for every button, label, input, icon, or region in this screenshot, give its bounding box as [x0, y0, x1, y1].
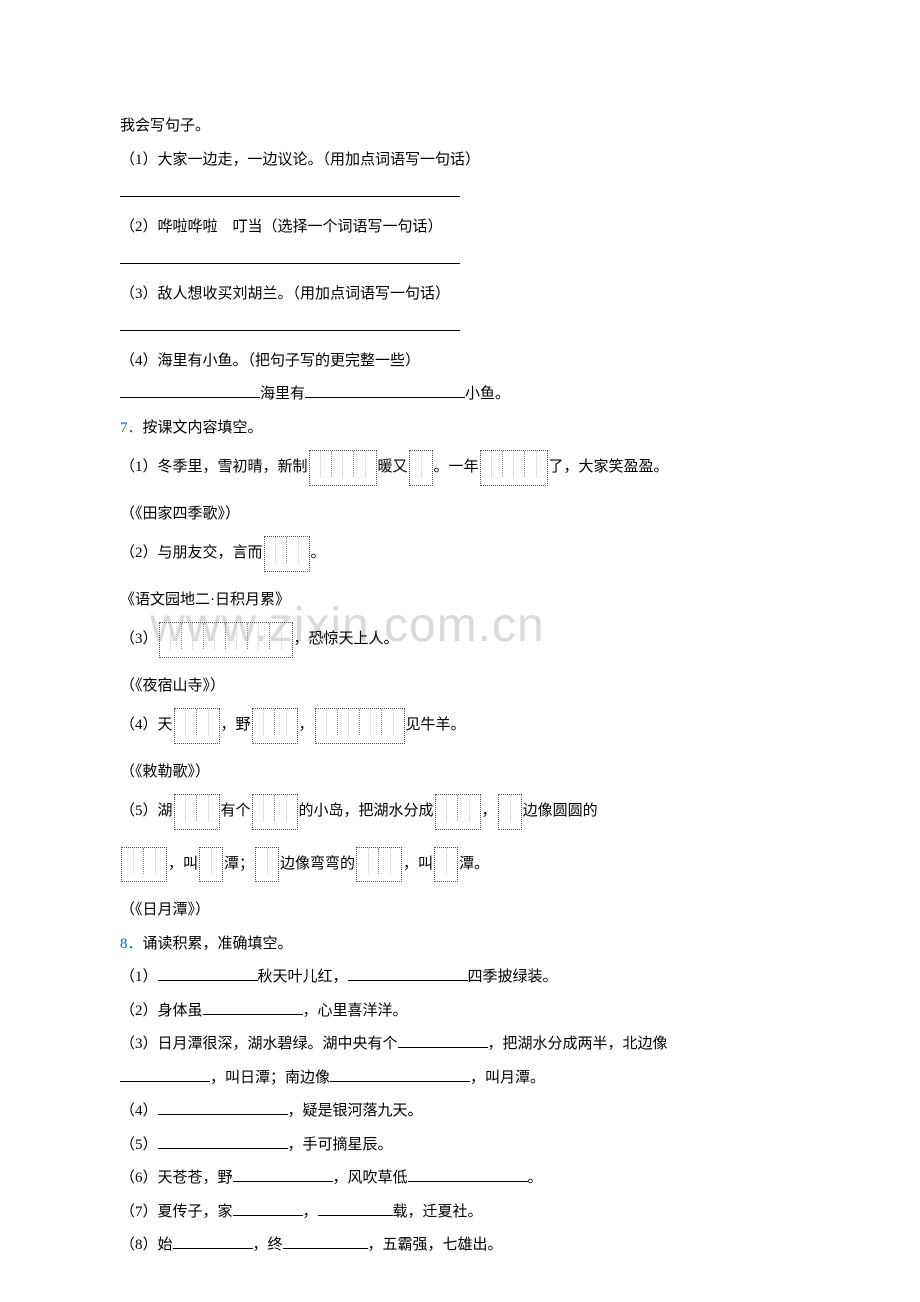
- q8-3-d: ，叫月潭。: [470, 1070, 545, 1086]
- q8-1: （1） 秋天叶儿红， 四季披绿装。: [120, 966, 800, 989]
- question-8-title: 8．诵读积累，准确填空。: [120, 933, 800, 956]
- document-content: 我会写句子。 （1）大家一边走，一边议论。（用加点词语写一句话） （2）哗啦哗啦…: [120, 115, 800, 1257]
- q7-3: （3） ，恐惊天上人。: [120, 622, 800, 658]
- q7-2-b: 。: [311, 545, 326, 561]
- q8-number: 8．: [120, 936, 143, 952]
- q7-1-b: 暖又: [378, 459, 408, 475]
- blank-answer-1: [120, 182, 800, 205]
- q7-1-src: （《田家四季歌》）: [120, 503, 800, 526]
- q8-6-b: ，风吹草低: [333, 1170, 408, 1186]
- q8-8-b: ，终: [253, 1237, 283, 1253]
- q7-number: 7．: [120, 420, 143, 436]
- q7-1-d: 了，大家笑盈盈。: [549, 459, 669, 475]
- q7-5-line1: （5）湖 有个 的小岛，把湖水分成 ， 边像圆圆的: [120, 794, 800, 830]
- blank-answer-3: [120, 316, 800, 339]
- q7-1: （1）冬季里，雪初晴，新制 暖又 。一年 了，大家笑盈盈。: [120, 450, 800, 486]
- q8-2: （2）身体虽 ，心里喜洋洋。: [120, 1000, 800, 1023]
- q8-8-c: ，五霸强，七雄出。: [368, 1237, 503, 1253]
- q7-4-c: ，: [299, 717, 314, 733]
- q8-7-a: （7）夏传子，家: [120, 1204, 233, 1220]
- q8-7-b: ，: [303, 1204, 318, 1220]
- q8-1-c: 四季披绿装。: [468, 969, 558, 985]
- q8-5: （5） ，手可摘星辰。: [120, 1134, 800, 1157]
- q7-5-c: 的小岛，把湖水分成: [299, 803, 434, 819]
- q7-5-src: （《日月潭》）: [120, 899, 800, 922]
- q7-5-e: 边像圆圆的: [523, 803, 598, 819]
- q8-6-c: 。: [528, 1170, 543, 1186]
- q7-5-f: ，叫: [168, 856, 198, 872]
- q7-5-i: ，叫: [403, 856, 433, 872]
- q4-mid1: 海里有: [260, 386, 305, 402]
- q8-6-a: （6）天苍苍，野: [120, 1170, 233, 1186]
- q7-4: （4）天 ，野 ， 见牛羊。: [120, 708, 800, 744]
- question-2: （2）哗啦哗啦 叮当（选择一个词语写一句话）: [120, 216, 800, 239]
- blank-answer-2: [120, 249, 800, 272]
- q8-6: （6）天苍苍，野 ，风吹草低 。: [120, 1167, 800, 1190]
- q7-5-d: ，: [482, 803, 497, 819]
- q8-5-a: （5）: [120, 1137, 158, 1153]
- q7-5-a: （5）湖: [120, 803, 173, 819]
- q8-4-a: （4）: [120, 1103, 158, 1119]
- q8-title-text: 诵读积累，准确填空。: [143, 936, 293, 952]
- q8-2-a: （2）身体虽: [120, 1003, 203, 1019]
- q7-3-a: （3）: [120, 631, 158, 647]
- q8-7: （7）夏传子，家 ， 载，迁夏社。: [120, 1201, 800, 1224]
- q7-1-c: 。一年: [434, 459, 479, 475]
- q7-1-a: （1）冬季里，雪初晴，新制: [120, 459, 308, 475]
- q7-4-a: （4）天: [120, 717, 173, 733]
- q7-5-g: 潭；: [224, 856, 254, 872]
- q8-4: （4） ，疑是银河落九天。: [120, 1100, 800, 1123]
- q8-5-b: ，手可摘星辰。: [288, 1137, 393, 1153]
- question-7-title: 7．按课文内容填空。: [120, 417, 800, 440]
- q8-3-line1: （3）日月潭很深，湖水碧绿。湖中央有个 ，把湖水分成两半，北边像: [120, 1033, 800, 1056]
- question-4: （4）海里有小鱼。（把句子写的更完整一些）: [120, 350, 800, 373]
- q8-7-c: 载，迁夏社。: [393, 1204, 483, 1220]
- q8-2-b: ，心里喜洋洋。: [303, 1003, 408, 1019]
- q7-2-a: （2）与朋友交，言而: [120, 545, 263, 561]
- q8-1-a: （1）: [120, 969, 158, 985]
- q7-4-d: 见牛羊。: [406, 717, 466, 733]
- question-1: （1）大家一边走，一边议论。（用加点词语写一句话）: [120, 149, 800, 172]
- q8-3-b: ，把湖水分成两半，北边像: [488, 1036, 668, 1052]
- q7-3-b: ，恐惊天上人。: [294, 631, 399, 647]
- q7-5-j: 潭。: [459, 856, 489, 872]
- q7-2-src: 《语文园地二·日积月累》: [120, 589, 800, 612]
- q7-2: （2）与朋友交，言而 。: [120, 536, 800, 572]
- q8-3-c: ，叫日潭；南边像: [210, 1070, 330, 1086]
- q8-1-b: 秋天叶儿红，: [258, 969, 348, 985]
- q7-3-src: （《夜宿山寺》）: [120, 675, 800, 698]
- question-4-fill: 海里有 小鱼。: [120, 383, 800, 406]
- q7-5-b: 有个: [221, 803, 251, 819]
- q8-3-a: （3）日月潭很深，湖水碧绿。湖中央有个: [120, 1036, 398, 1052]
- q8-4-b: ，疑是银河落九天。: [288, 1103, 423, 1119]
- intro-text: 我会写句子。: [120, 115, 800, 138]
- q7-4-src: （《敕勒歌》）: [120, 761, 800, 784]
- q4-mid2: 小鱼。: [465, 386, 510, 402]
- q7-5-line2: ，叫 潭； 边像弯弯的 ，叫 潭。: [120, 847, 800, 883]
- q8-3-line2: ，叫日潭；南边像 ，叫月潭。: [120, 1067, 800, 1090]
- q8-8: （8）始 ，终 ，五霸强，七雄出。: [120, 1234, 800, 1257]
- q8-8-a: （8）始: [120, 1237, 173, 1253]
- q7-5-h: 边像弯弯的: [280, 856, 355, 872]
- q7-title-text: 按课文内容填空。: [143, 420, 263, 436]
- question-3: （3）敌人想收买刘胡兰。（用加点词语写一句话）: [120, 283, 800, 306]
- q7-4-b: ，野: [221, 717, 251, 733]
